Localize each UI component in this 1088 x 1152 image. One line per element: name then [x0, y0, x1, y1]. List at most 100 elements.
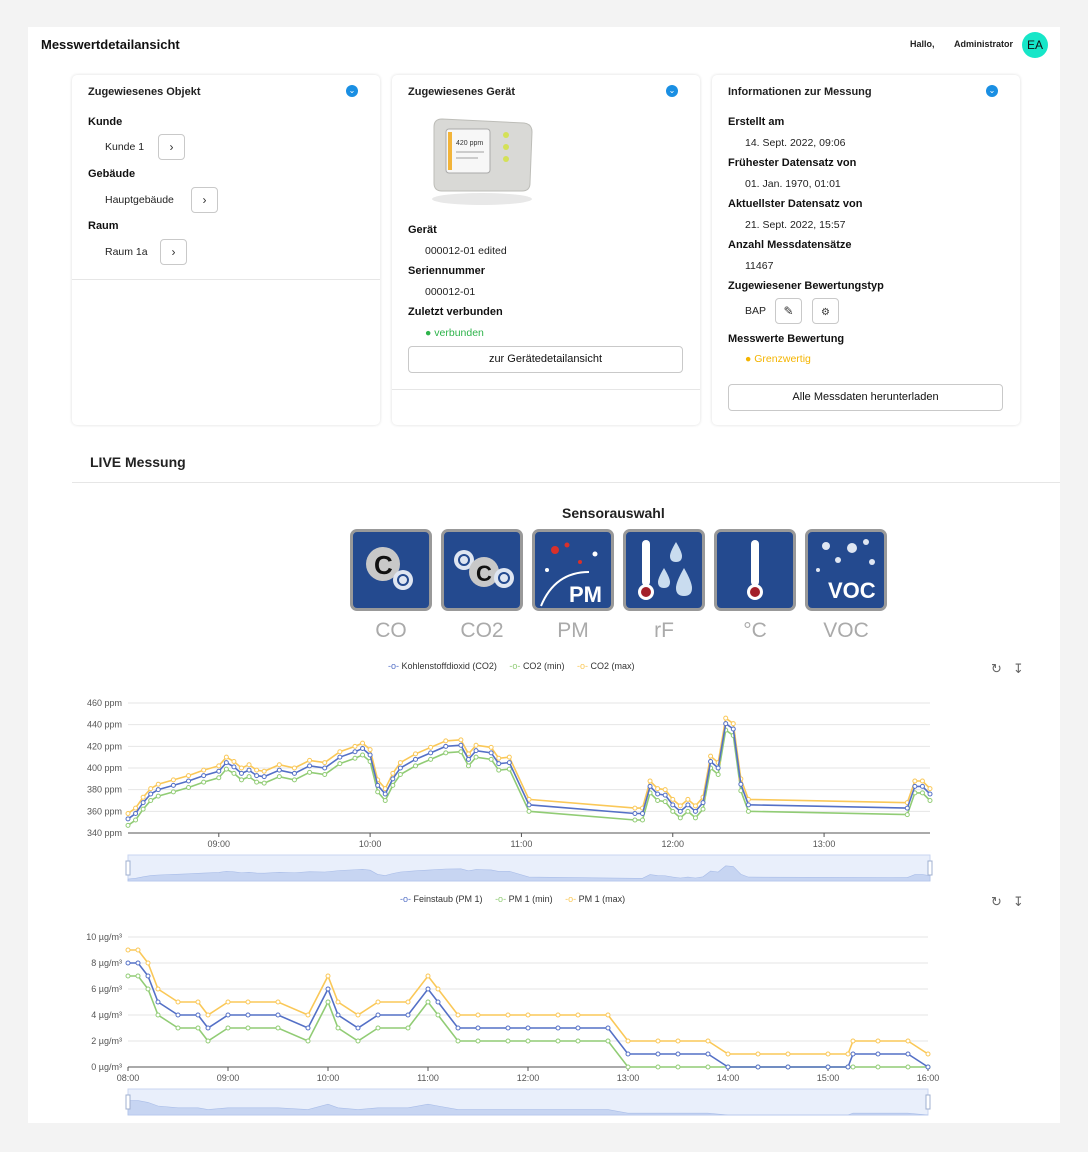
data-point [647, 778, 653, 784]
x-tick-label: 09:00 [208, 839, 231, 849]
data-point [473, 748, 479, 754]
data-point [133, 817, 139, 823]
refresh-icon[interactable]: ↻ [991, 661, 1002, 676]
zoom-handle-left [125, 860, 131, 876]
data-point [655, 786, 661, 792]
data-point [231, 764, 237, 770]
data-point [307, 757, 313, 763]
download-icon[interactable]: ↧ [1013, 894, 1024, 909]
data-point [905, 1038, 911, 1044]
rating-settings-button[interactable]: ⚙ [812, 298, 839, 324]
divider [72, 482, 1060, 483]
co2-icon: C [454, 550, 514, 588]
data-point [360, 752, 366, 758]
building-open-button[interactable]: › [191, 187, 218, 213]
download-all-button[interactable]: Alle Messdaten herunterladen [728, 384, 1003, 411]
data-point [912, 778, 918, 784]
data-point [133, 811, 139, 816]
legend-item[interactable]: -o- CO2 (max) [576, 661, 635, 671]
data-point [443, 738, 449, 744]
data-point [322, 765, 328, 771]
data-point [639, 817, 645, 823]
data-point [850, 1051, 856, 1057]
data-point [413, 763, 419, 769]
data-point [367, 747, 373, 753]
data-point [685, 796, 691, 802]
refresh-icon[interactable]: ↻ [991, 894, 1002, 909]
rating-type-label: Zugewiesener Bewertungstyp [728, 280, 884, 292]
legend-item[interactable]: -o- PM 1 (max) [565, 894, 626, 904]
data-point [140, 794, 146, 800]
sensor-humidity-button[interactable] [623, 529, 705, 611]
earliest-value: 01. Jan. 1970, 01:01 [745, 178, 841, 190]
sensor-temperature-button[interactable] [714, 529, 796, 611]
sensor-voc-button[interactable]: VOC [805, 529, 887, 611]
data-point [125, 973, 131, 979]
data-point [685, 802, 691, 808]
legend-item[interactable]: -o- Feinstaub (PM 1) [400, 894, 483, 904]
data-point [170, 777, 176, 783]
data-point [275, 1012, 281, 1018]
data-point [375, 1025, 381, 1031]
card-title: Zugewiesenes Gerät [408, 86, 515, 98]
download-icon[interactable]: ↧ [1013, 661, 1024, 676]
data-point [675, 1064, 681, 1070]
data-point [238, 770, 244, 776]
chevron-down-icon[interactable]: ⌄ [666, 85, 678, 97]
rating-type-value: BAP [745, 305, 767, 317]
divider [72, 279, 380, 280]
data-point [291, 777, 297, 783]
sensor-co2-button[interactable]: C [441, 529, 523, 611]
data-point [413, 751, 419, 757]
data-point [216, 775, 222, 781]
data-point [506, 760, 512, 766]
data-point [291, 765, 297, 771]
connection-status-text: verbunden [434, 327, 484, 339]
legend-item[interactable]: -o- PM 1 (min) [495, 894, 553, 904]
room-open-button[interactable]: › [160, 239, 187, 265]
chevron-down-icon[interactable]: ⌄ [986, 85, 998, 97]
series-line [128, 949, 929, 1055]
data-point [850, 1038, 856, 1044]
edit-rating-button[interactable]: ✎ [775, 298, 802, 324]
data-point [133, 805, 139, 811]
data-point [225, 999, 231, 1005]
data-point [170, 789, 176, 795]
chevron-down-icon[interactable]: ⌄ [346, 85, 358, 97]
legend-item[interactable]: -o- Kohlenstoffdioxid (CO2) [388, 661, 497, 671]
customer-open-button[interactable]: › [158, 134, 185, 160]
data-point [496, 761, 502, 767]
data-point [405, 999, 411, 1005]
sensor-pm-button[interactable]: PM [532, 529, 614, 611]
assigned-object-card: Zugewiesenes Objekt ⌄ Kunde Kunde 1 › Ge… [72, 75, 380, 425]
data-point [496, 755, 502, 761]
y-tick-label: 460 ppm [87, 698, 122, 708]
data-point [458, 737, 464, 743]
data-point [195, 1025, 201, 1031]
data-point [155, 793, 161, 799]
user-name[interactable]: Administrator [954, 39, 1014, 49]
data-point [488, 756, 494, 762]
temperature-icon [747, 540, 763, 600]
svg-text:C: C [374, 550, 393, 580]
data-point [375, 789, 381, 795]
sensor-co-button[interactable]: C [350, 529, 432, 611]
data-point [231, 770, 237, 776]
data-point [245, 999, 251, 1005]
data-point [201, 779, 207, 785]
avatar[interactable]: EA [1022, 32, 1048, 58]
data-point [397, 765, 403, 771]
y-tick-label: 8 µg/m³ [91, 958, 122, 968]
device-label: Gerät [408, 224, 437, 236]
y-tick-label: 380 ppm [87, 785, 122, 795]
data-point [405, 1025, 411, 1031]
latest-label: Aktuellster Datensatz von [728, 198, 863, 210]
data-point [655, 791, 661, 797]
legend-item[interactable]: -o- CO2 (min) [509, 661, 565, 671]
data-point [155, 787, 161, 793]
data-point [305, 1038, 311, 1044]
page-title: Messwertdetailansicht [41, 37, 180, 52]
data-point [254, 779, 260, 785]
device-detail-button[interactable]: zur Gerätedetailansicht [408, 346, 683, 373]
x-tick-label: 12:00 [661, 839, 684, 849]
